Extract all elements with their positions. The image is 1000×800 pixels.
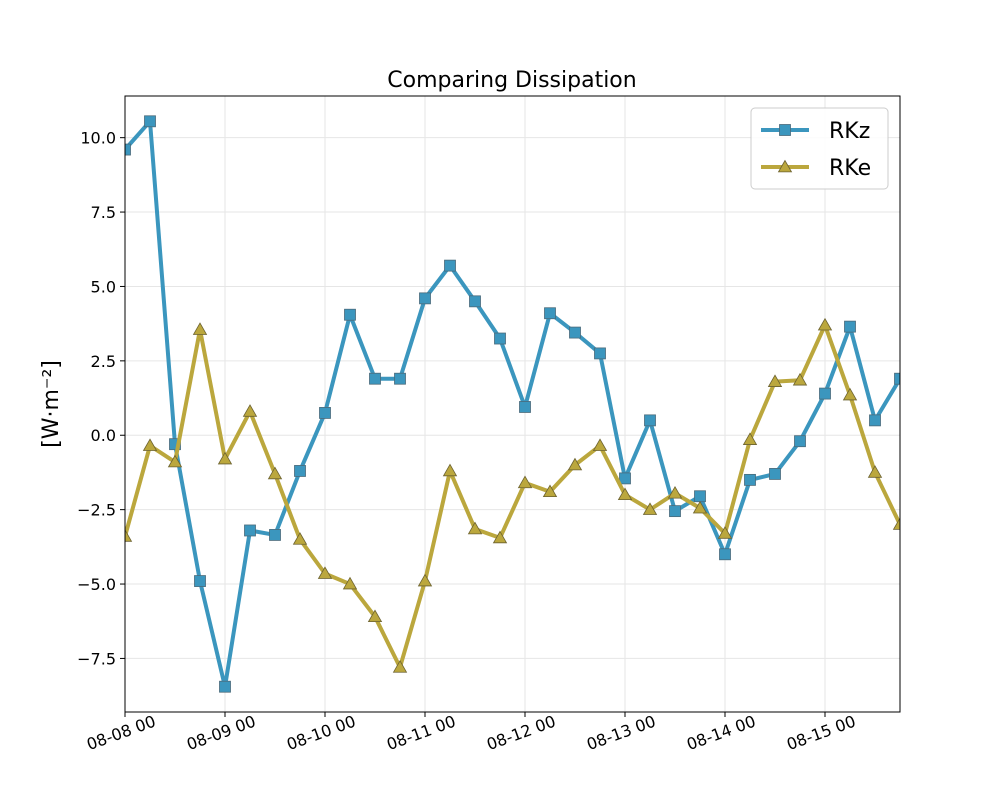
data-point-rkz <box>169 438 181 451</box>
data-point-rke <box>617 487 633 501</box>
data-point-rke <box>642 502 658 515</box>
y-tick-label: −2.5 <box>77 501 116 520</box>
data-point-rkz <box>344 308 356 321</box>
data-point-rke <box>367 609 383 623</box>
data-point-rkz <box>244 524 256 537</box>
data-point-rke <box>717 526 733 539</box>
data-point-rkz <box>569 326 581 339</box>
data-point-rkz <box>444 259 456 272</box>
data-point-rke <box>192 322 208 335</box>
data-point-rke <box>892 517 900 530</box>
series-line-rke <box>125 323 900 670</box>
data-point-rke <box>517 475 533 489</box>
series-rkz <box>125 115 900 693</box>
data-point-rkz <box>394 372 406 385</box>
plot-frame <box>124 95 901 713</box>
data-point-rke <box>217 451 233 465</box>
legend-label-rkz: RKz <box>829 119 870 144</box>
data-point-rke <box>267 466 283 480</box>
data-point-rke <box>392 660 408 673</box>
data-point-rkz <box>644 414 656 427</box>
data-point-rkz <box>594 347 606 360</box>
data-point-rke <box>792 372 808 386</box>
y-tick-label: −5.0 <box>77 575 116 594</box>
data-point-rke <box>292 532 308 545</box>
legend-marker-rkz <box>779 124 791 136</box>
data-point-rkz <box>544 307 556 320</box>
data-point-rke <box>867 465 883 478</box>
data-point-rkz <box>869 414 881 427</box>
data-point-rkz <box>719 548 731 561</box>
data-point-rke <box>442 463 458 477</box>
data-point-rke <box>417 573 433 587</box>
data-point-rkz <box>619 472 631 485</box>
data-point-rkz <box>219 680 231 693</box>
y-tick-label: 5.0 <box>91 277 116 296</box>
data-point-rkz <box>819 387 831 400</box>
data-point-rkz <box>469 295 481 308</box>
data-point-rke <box>842 387 858 401</box>
chart-title: Comparing Dissipation <box>387 68 636 93</box>
y-axis: −7.5 −5.0 −2.5 0.0 2.5 5.0 7.5 10.0 <box>77 129 125 668</box>
data-point-rkz <box>125 143 131 156</box>
data-point-rke <box>692 500 708 514</box>
data-point-rke <box>142 438 158 451</box>
y-tick-label: −7.5 <box>77 649 116 668</box>
data-point-rke <box>125 529 133 542</box>
data-point-rkz <box>669 505 681 518</box>
data-point-rke <box>542 484 558 498</box>
series-layer <box>125 115 900 693</box>
data-point-rke <box>342 576 358 590</box>
data-point-rkz <box>319 407 331 419</box>
data-point-rkz <box>744 473 756 486</box>
data-point-rke <box>667 485 683 499</box>
data-point-rke <box>742 432 758 445</box>
data-point-rke <box>592 438 608 451</box>
data-point-rke <box>242 404 258 417</box>
data-point-rkz <box>369 372 381 385</box>
legend-label-rke: RKe <box>829 156 871 181</box>
data-point-rkz <box>519 401 531 413</box>
series-rke <box>125 317 900 673</box>
data-point-rkz <box>844 320 856 333</box>
data-point-rke <box>567 457 583 471</box>
data-point-rkz <box>794 435 806 448</box>
y-axis-label: [W·m⁻²] <box>39 360 64 448</box>
data-point-rkz <box>194 575 206 587</box>
data-point-rkz <box>419 292 431 305</box>
data-point-rke <box>467 521 483 535</box>
y-tick-label: 7.5 <box>91 203 116 222</box>
data-point-rkz <box>694 490 706 503</box>
data-point-rkz <box>769 468 781 480</box>
y-tick-label: 0.0 <box>91 426 116 445</box>
data-point-rke <box>317 566 333 579</box>
data-point-rke <box>492 530 508 544</box>
data-point-rke <box>767 374 783 387</box>
y-tick-label: 2.5 <box>91 352 116 371</box>
legend: RKz RKe <box>750 107 889 190</box>
data-point-rkz <box>294 465 306 477</box>
data-point-rkz <box>144 115 156 128</box>
legend-marker-rke <box>777 159 793 173</box>
data-point-rkz <box>494 332 506 345</box>
data-point-rkz <box>269 529 281 541</box>
y-tick-label: 10.0 <box>80 129 116 148</box>
data-point-rke <box>167 454 183 468</box>
data-point-rkz <box>894 372 900 385</box>
data-point-rke <box>817 317 833 331</box>
